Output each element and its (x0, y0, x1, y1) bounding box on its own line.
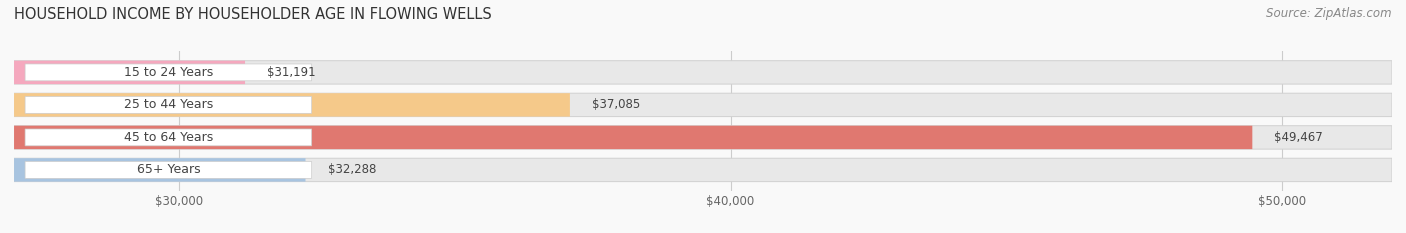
FancyBboxPatch shape (14, 93, 569, 116)
FancyBboxPatch shape (14, 93, 1392, 116)
Text: $32,288: $32,288 (328, 163, 375, 176)
FancyBboxPatch shape (25, 96, 312, 113)
FancyBboxPatch shape (25, 161, 312, 178)
Text: $31,191: $31,191 (267, 66, 316, 79)
Text: 15 to 24 Years: 15 to 24 Years (124, 66, 212, 79)
FancyBboxPatch shape (25, 64, 312, 81)
Text: 65+ Years: 65+ Years (136, 163, 200, 176)
FancyBboxPatch shape (14, 61, 1392, 84)
Text: 45 to 64 Years: 45 to 64 Years (124, 131, 212, 144)
FancyBboxPatch shape (14, 158, 305, 182)
FancyBboxPatch shape (14, 126, 1253, 149)
Text: $49,467: $49,467 (1274, 131, 1323, 144)
FancyBboxPatch shape (14, 126, 1392, 149)
FancyBboxPatch shape (14, 61, 245, 84)
Text: 25 to 44 Years: 25 to 44 Years (124, 98, 212, 111)
Text: HOUSEHOLD INCOME BY HOUSEHOLDER AGE IN FLOWING WELLS: HOUSEHOLD INCOME BY HOUSEHOLDER AGE IN F… (14, 7, 492, 22)
FancyBboxPatch shape (25, 129, 312, 146)
Text: $37,085: $37,085 (592, 98, 640, 111)
Text: Source: ZipAtlas.com: Source: ZipAtlas.com (1267, 7, 1392, 20)
FancyBboxPatch shape (14, 158, 1392, 182)
